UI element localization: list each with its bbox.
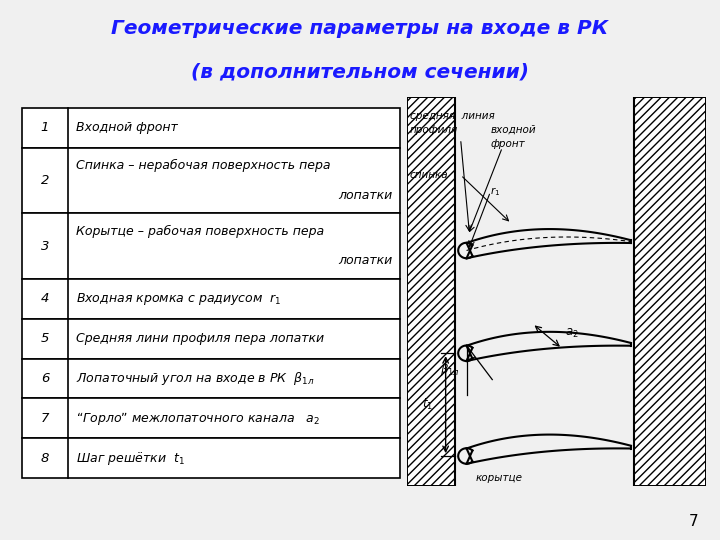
Text: “Горло” межлопаточного канала   $a_2$: “Горло” межлопаточного канала $a_2$: [76, 410, 320, 427]
Bar: [22, 108, 400, 148]
Polygon shape: [634, 97, 706, 486]
Text: Геометрические параметры на входе в РК: Геометрические параметры на входе в РК: [112, 19, 608, 38]
Bar: [22, 399, 400, 438]
Bar: [22, 279, 400, 319]
Bar: [22, 319, 400, 359]
Polygon shape: [407, 97, 454, 486]
Text: 7: 7: [41, 411, 49, 425]
Text: 6: 6: [41, 372, 49, 385]
Text: $t_1$: $t_1$: [422, 397, 433, 412]
Text: 5: 5: [41, 332, 49, 345]
Text: Корытце – рабочая поверхность пера: Корытце – рабочая поверхность пера: [76, 225, 324, 238]
Text: профиля: профиля: [410, 125, 458, 135]
Text: лопатки: лопатки: [338, 188, 392, 201]
Bar: [22, 148, 400, 213]
Text: 8: 8: [41, 451, 49, 464]
Text: (в дополнительном сечении): (в дополнительном сечении): [191, 62, 529, 81]
Text: фронт: фронт: [490, 139, 525, 149]
Bar: [22, 213, 400, 279]
Text: лопатки: лопатки: [338, 254, 392, 267]
Text: корытце: корытце: [475, 472, 523, 483]
Text: 4: 4: [41, 293, 49, 306]
Text: 3: 3: [41, 240, 49, 253]
Text: средняя  линия: средняя линия: [410, 111, 495, 121]
Text: Лопаточный угол на входе в РК  $\beta_{1л}$: Лопаточный угол на входе в РК $\beta_{1л…: [76, 370, 314, 387]
Text: Входная кромка с радиусом  $r_1$: Входная кромка с радиусом $r_1$: [76, 291, 282, 307]
Text: Входной фронт: Входной фронт: [76, 122, 177, 134]
Bar: [22, 359, 400, 399]
Text: Шаг решётки  $t_1$: Шаг решётки $t_1$: [76, 449, 184, 467]
Text: Средняя лини профиля пера лопатки: Средняя лини профиля пера лопатки: [76, 332, 324, 345]
Text: $a_2$: $a_2$: [565, 327, 579, 340]
Text: 7: 7: [689, 514, 698, 529]
Bar: [22, 438, 400, 478]
Text: $r_1$: $r_1$: [490, 185, 500, 198]
Text: входной: входной: [490, 125, 536, 135]
Text: 1: 1: [41, 122, 49, 134]
Text: Спинка – нерабочая поверхность пера: Спинка – нерабочая поверхность пера: [76, 159, 330, 172]
Text: 2: 2: [41, 174, 49, 187]
Text: $\beta_{1л}$: $\beta_{1л}$: [440, 362, 459, 379]
Text: спинка: спинка: [410, 170, 449, 180]
